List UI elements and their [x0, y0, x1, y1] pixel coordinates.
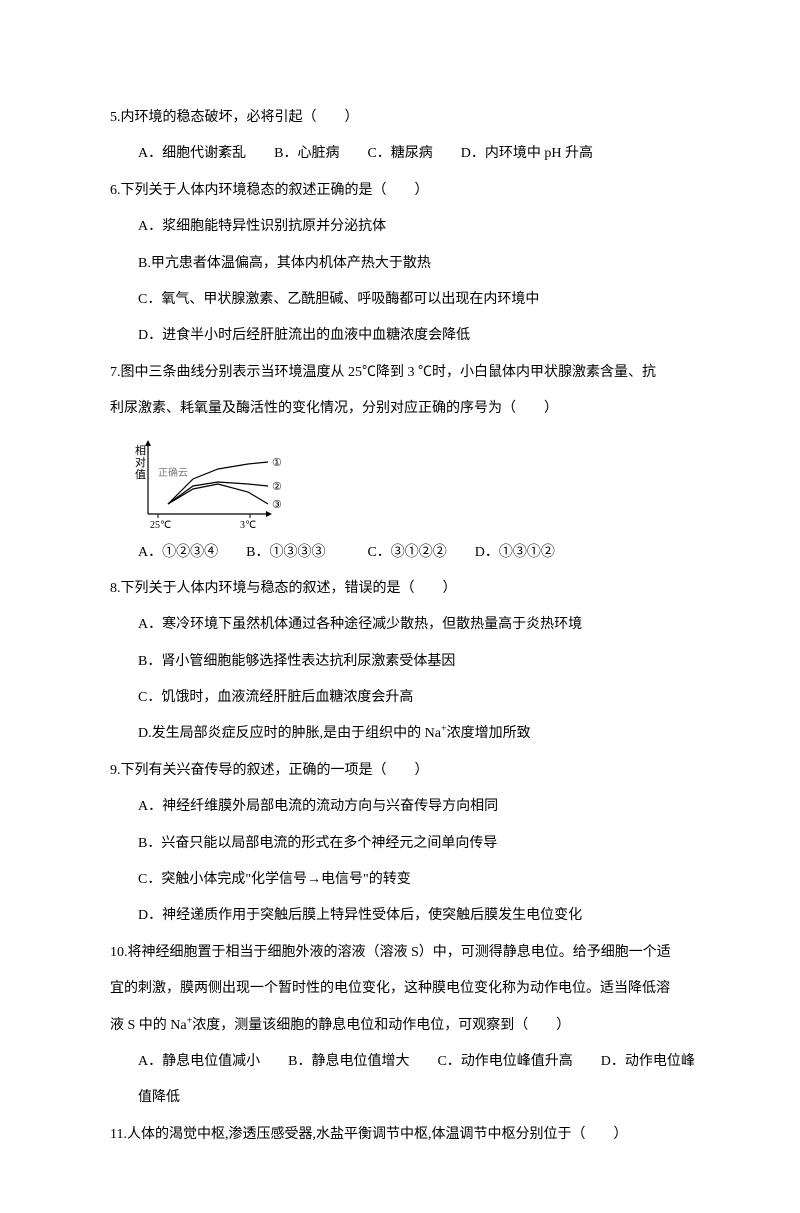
q6-opt-d: D．进食半小时后经肝脏流出的血液中血糖浓度会降低	[110, 318, 690, 354]
q6-opt-c: C．氧气、甲状腺激素、乙酰胆碱、呼吸酶都可以出现在内环境中	[110, 282, 690, 318]
q5-options: A．细胞代谢紊乱 B．心脏病 C．糖尿病 D．内环境中 pH 升高	[110, 136, 690, 172]
q7-chart: 相对值正确云 25℃ 3℃ ① ② ③	[130, 436, 690, 531]
q8-d-post: 浓度增加所致	[447, 726, 531, 741]
q9-opt-c: C．突触小体完成"化学信号→电信号"的转变	[110, 862, 690, 898]
q10-stem-line3: 液 S 中的 Na+浓度，测量该细胞的静息电位和动作电位，可观察到（ ）	[110, 1008, 690, 1044]
q6-opt-a: A．浆细胞能特异性识别抗原并分泌抗体	[110, 209, 690, 245]
q6-opt-b: B.甲亢患者体温偏高，其体内机体产热大于散热	[110, 246, 690, 282]
q6-stem: 6.下列关于人体内环境稳态的叙述正确的是（ ）	[110, 173, 690, 209]
q9-opt-a: A．神经纤维膜外局部电流的流动方向与兴奋传导方向相同	[110, 789, 690, 825]
q8-opt-d: D.发生局部炎症反应时的肿胀,是由于组织中的 Na+浓度增加所致	[110, 716, 690, 752]
svg-text:相: 相	[135, 444, 146, 457]
svg-text:值: 值	[135, 468, 146, 481]
svg-text:①: ①	[272, 457, 282, 469]
q7-stem-line1: 7.图中三条曲线分别表示当环境温度从 25℃降到 3 ℃时，小白鼠体内甲状腺激素…	[110, 355, 690, 391]
q9-opt-b: B．兴奋只能以局部电流的形式在多个神经元之间单向传导	[110, 826, 690, 862]
q8-opt-a: A．寒冷环境下虽然机体通过各种途径减少散热，但散热量高于炎热环境	[110, 607, 690, 643]
svg-text:正确云: 正确云	[158, 466, 188, 479]
q8-stem: 8.下列关于人体内环境与稳态的叙述，错误的是（ ）	[110, 571, 690, 607]
q10-stem-line1: 10.将神经细胞置于相当于细胞外液的溶液（溶液 S）中，可测得静息电位。给予细胞…	[110, 935, 690, 971]
q7-options: A．①②③④ B．①③③③ C．③①②② D．①③①②	[110, 535, 690, 571]
svg-text:②: ②	[272, 481, 282, 493]
svg-text:3℃: 3℃	[240, 520, 256, 531]
svg-text:25℃: 25℃	[150, 520, 171, 531]
q10-stem-line2: 宜的刺激，膜两侧出现一个暂时性的电位变化，这种膜电位变化称为动作电位。适当降低溶	[110, 971, 690, 1007]
svg-text:③: ③	[272, 499, 282, 511]
q7-stem-line2: 利尿激素、耗氧量及酶活性的变化情况，分别对应正确的序号为（ ）	[110, 391, 690, 427]
q11-stem: 11.人体的渴觉中枢,渗透压感受器,水盐平衡调节中枢,体温调节中枢分别位于（ ）	[110, 1117, 690, 1153]
q5-stem: 5.内环境的稳态破坏，必将引起（ ）	[110, 100, 690, 136]
q10-options-line2: 值降低	[110, 1080, 690, 1116]
q9-opt-d: D．神经递质作用于突触后膜上特异性受体后，使突触后膜发生电位变化	[110, 898, 690, 934]
q10-stem3-pre: 液 S 中的 Na	[110, 1018, 187, 1033]
svg-text:对: 对	[135, 455, 146, 469]
q8-opt-b: B．肾小管细胞能够选择性表达抗利尿激素受体基因	[110, 644, 690, 680]
chart-svg: 相对值正确云 25℃ 3℃ ① ② ③	[130, 436, 290, 531]
q9-stem: 9.下列有关兴奋传导的叙述，正确的一项是（ ）	[110, 753, 690, 789]
q8-opt-c: C．饥饿时，血液流经肝脏后血糖浓度会升高	[110, 680, 690, 716]
q8-d-pre: D.发生局部炎症反应时的肿胀,是由于组织中的 Na	[138, 726, 441, 741]
q10-stem3-post: 浓度，测量该细胞的静息电位和动作电位，可观察到（ ）	[192, 1018, 570, 1033]
q10-options-line1: A．静息电位值减小 B．静息电位值增大 C．动作电位峰值升高 D．动作电位峰	[110, 1044, 690, 1080]
